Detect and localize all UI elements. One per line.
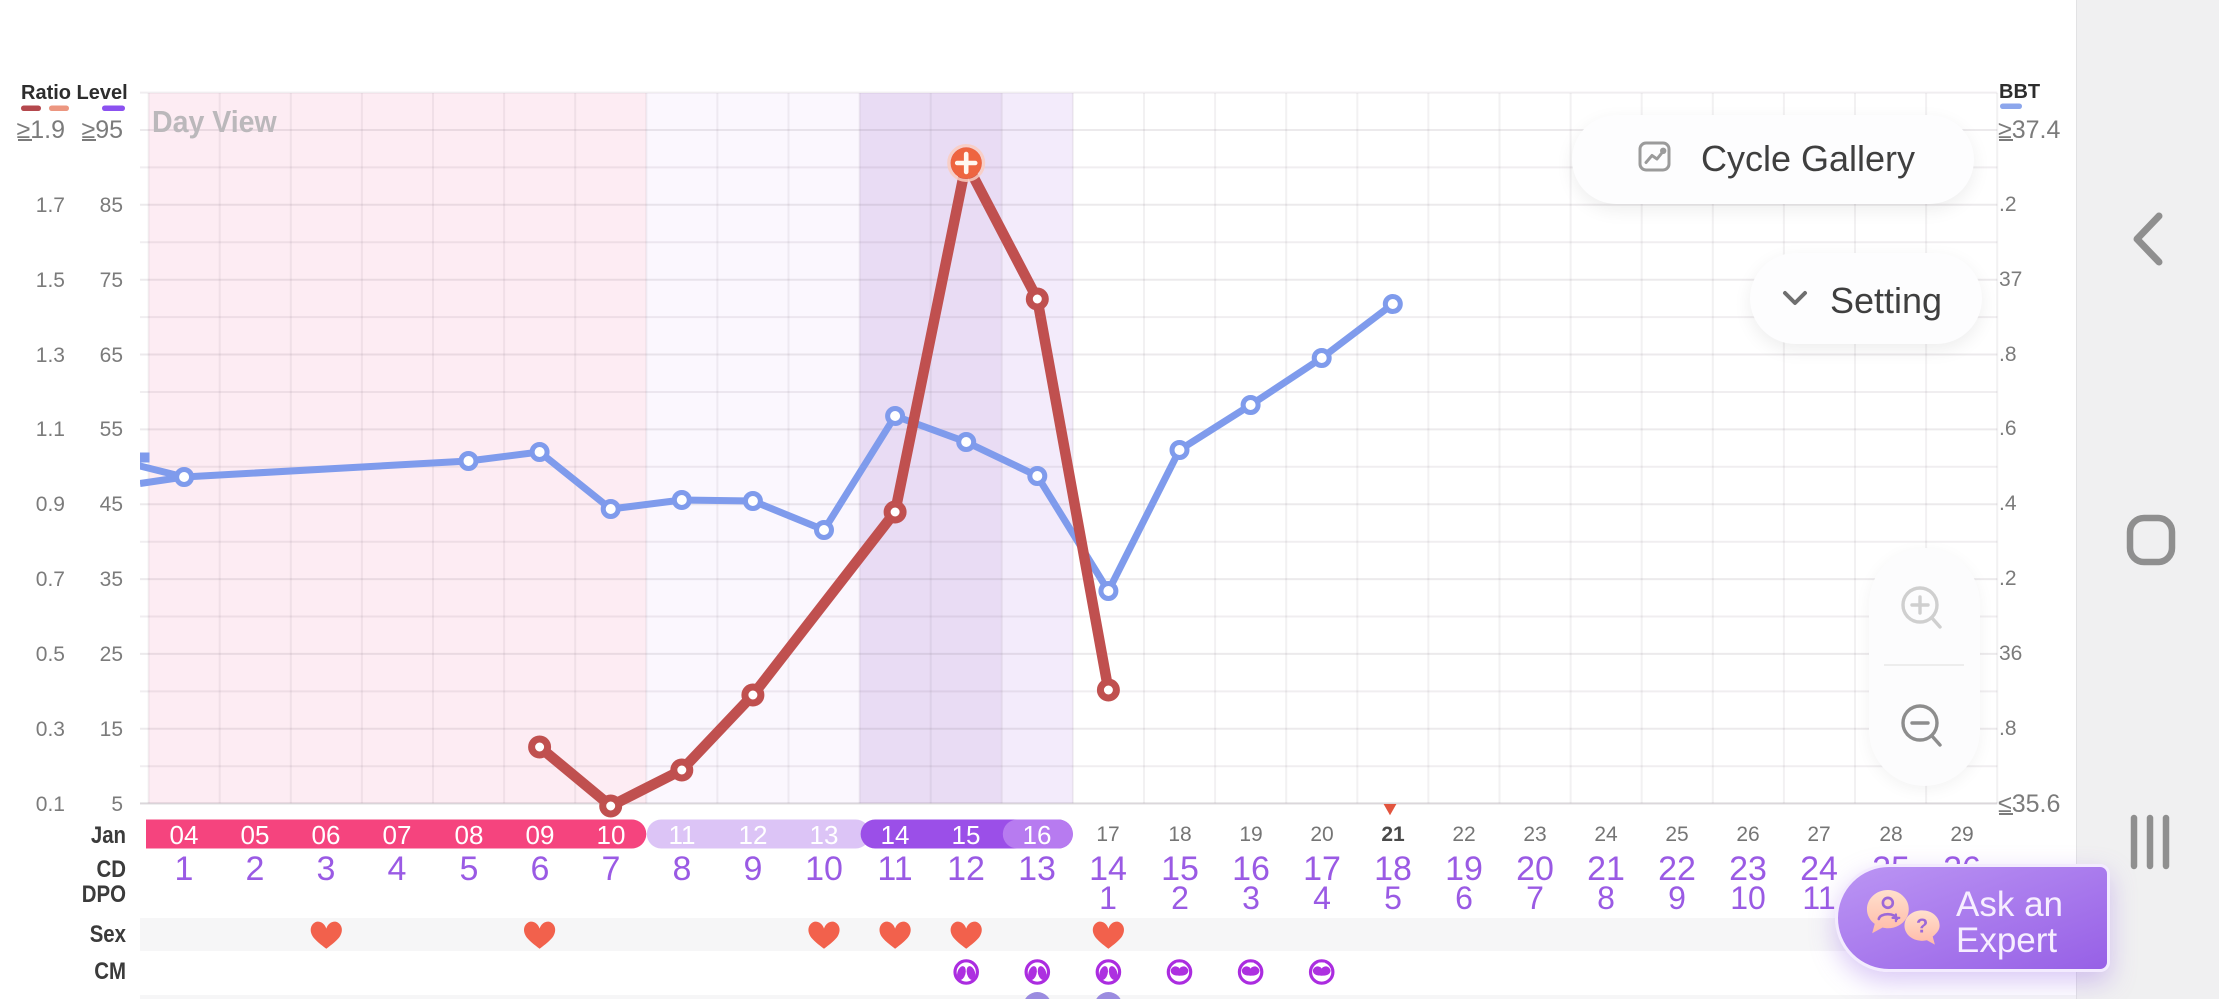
svg-text:?: ?	[1916, 915, 1928, 937]
